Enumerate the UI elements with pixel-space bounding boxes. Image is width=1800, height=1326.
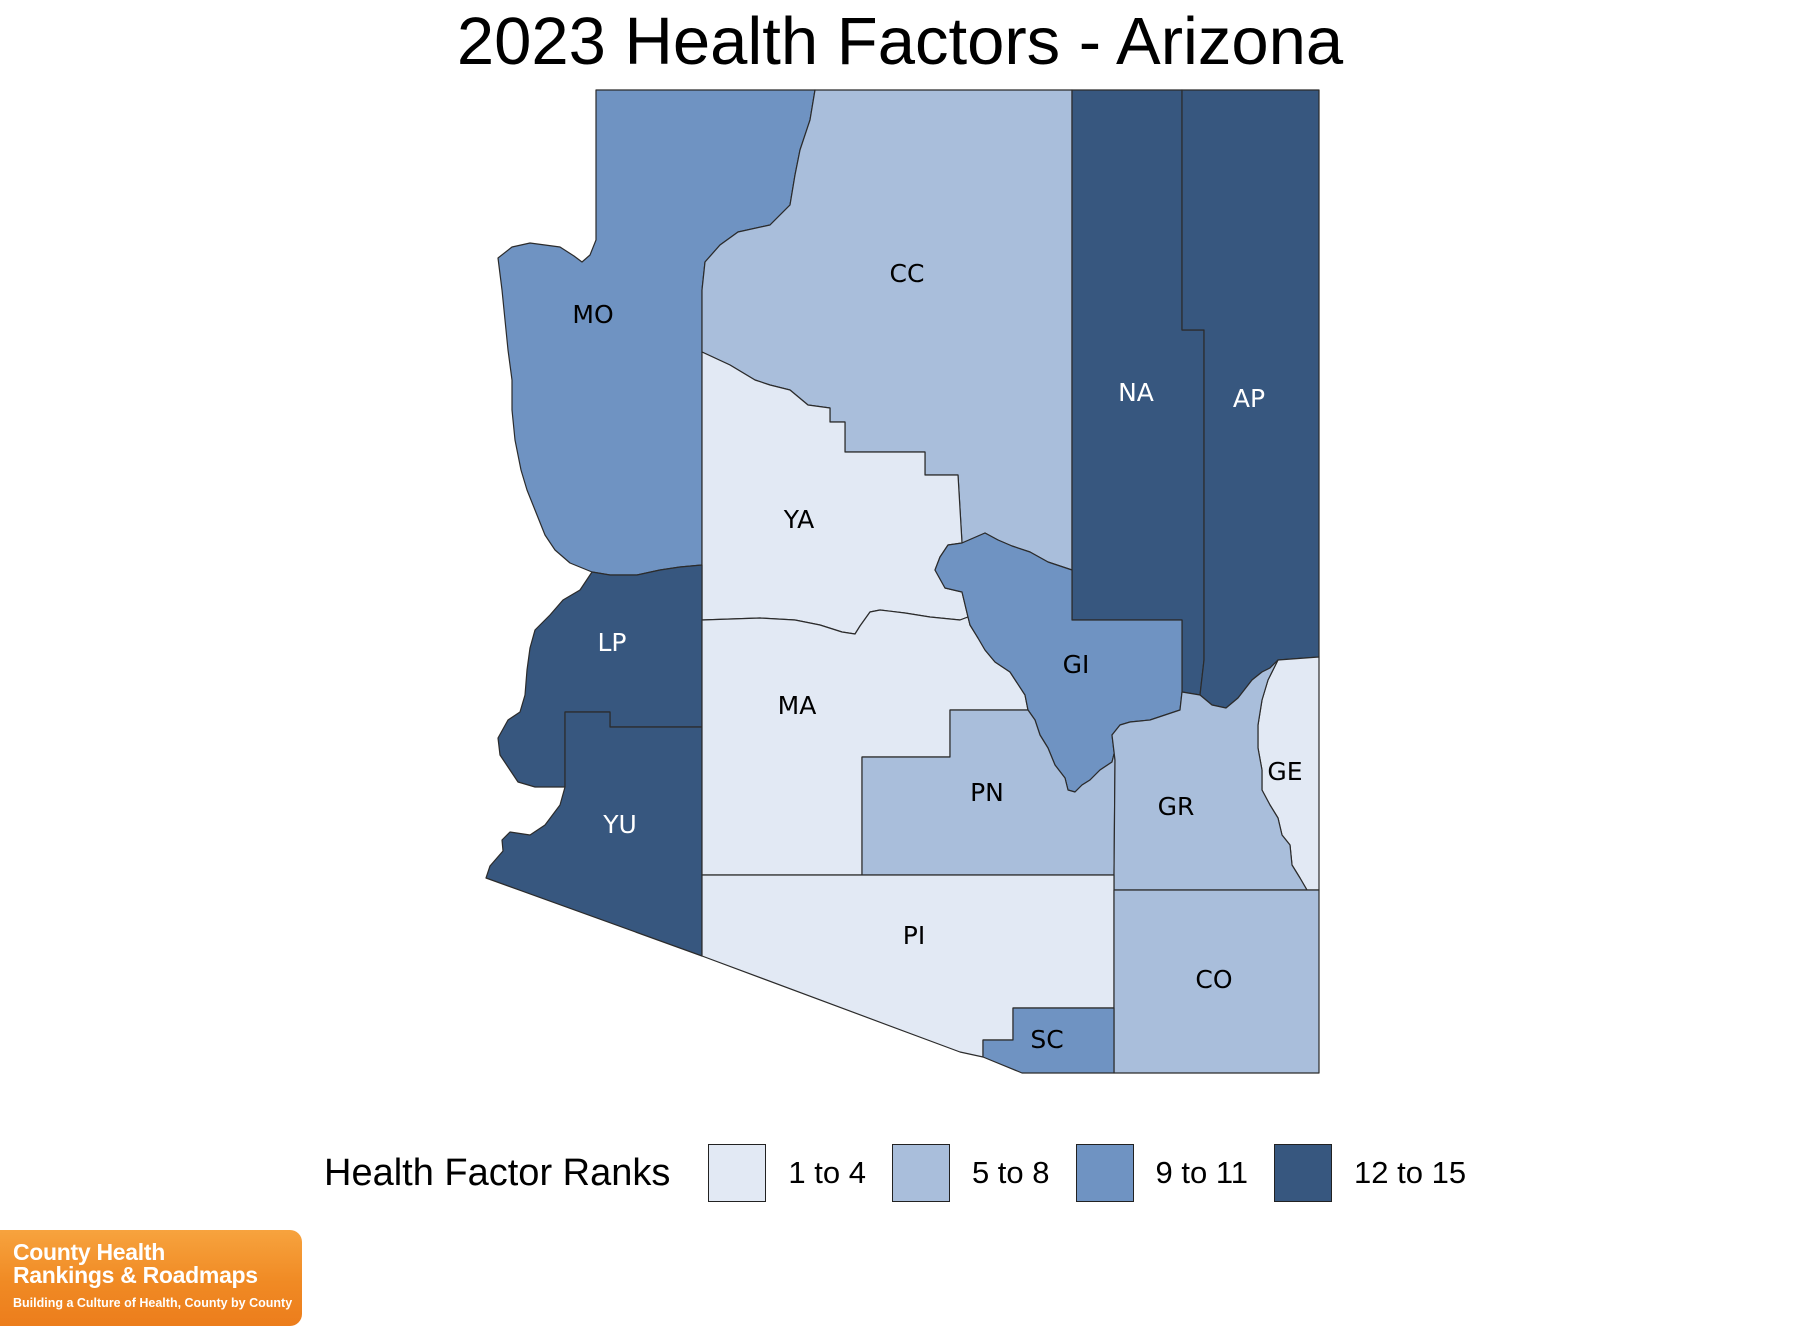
county-label-yu: YU (602, 810, 637, 839)
legend-label: 1 to 4 (788, 1155, 866, 1190)
county-label-co: CO (1195, 965, 1232, 994)
county-label-ap: AP (1233, 384, 1265, 413)
county-label-pi: PI (903, 921, 925, 950)
legend: Health Factor Ranks 1 to 4 5 to 8 9 to 1… (324, 1141, 1492, 1205)
county-label-gr: GR (1158, 792, 1195, 821)
legend-label: 12 to 15 (1354, 1155, 1467, 1190)
county-health-rankings-logo: County Health Rankings & Roadmaps Buildi… (0, 1230, 302, 1326)
legend-swatch (708, 1144, 767, 1202)
county-label-ya: YA (783, 505, 814, 534)
county-label-na: NA (1118, 378, 1154, 407)
legend-swatch (1274, 1144, 1333, 1202)
logo-line-2: Rankings & Roadmaps (13, 1262, 258, 1288)
legend-item-9-to-11: 9 to 11 (1075, 1144, 1249, 1202)
map-title: 2023 Health Factors - Arizona (456, 4, 1344, 79)
county-label-ge: GE (1267, 757, 1302, 786)
county-yuma[interactable] (485, 711, 703, 957)
county-label-sc: SC (1030, 1025, 1063, 1054)
legend-label: 9 to 11 (1155, 1155, 1249, 1190)
legend-swatch (1075, 1144, 1134, 1202)
county-label-cc: CC (890, 259, 925, 288)
legend-swatch (891, 1144, 950, 1202)
legend-title: Health Factor Ranks (324, 1151, 671, 1194)
legend-item-1-to-4: 1 to 4 (708, 1144, 866, 1202)
county-la-paz[interactable] (497, 564, 703, 788)
logo-line-1: County Health (13, 1239, 165, 1265)
county-label-pn: PN (970, 778, 1004, 807)
county-label-ma: MA (778, 691, 817, 720)
logo-tagline: Building a Culture of Health, County by … (13, 1296, 293, 1310)
legend-item-5-to-8: 5 to 8 (891, 1144, 1050, 1202)
county-label-lp: LP (597, 628, 626, 657)
county-label-gi: GI (1063, 650, 1090, 679)
county-label-mo: MO (572, 300, 613, 329)
county-santa-cruz[interactable] (982, 1007, 1115, 1074)
county-graham[interactable] (1111, 659, 1308, 891)
legend-item-12-to-15: 12 to 15 (1274, 1144, 1466, 1202)
legend-label: 5 to 8 (971, 1155, 1050, 1190)
